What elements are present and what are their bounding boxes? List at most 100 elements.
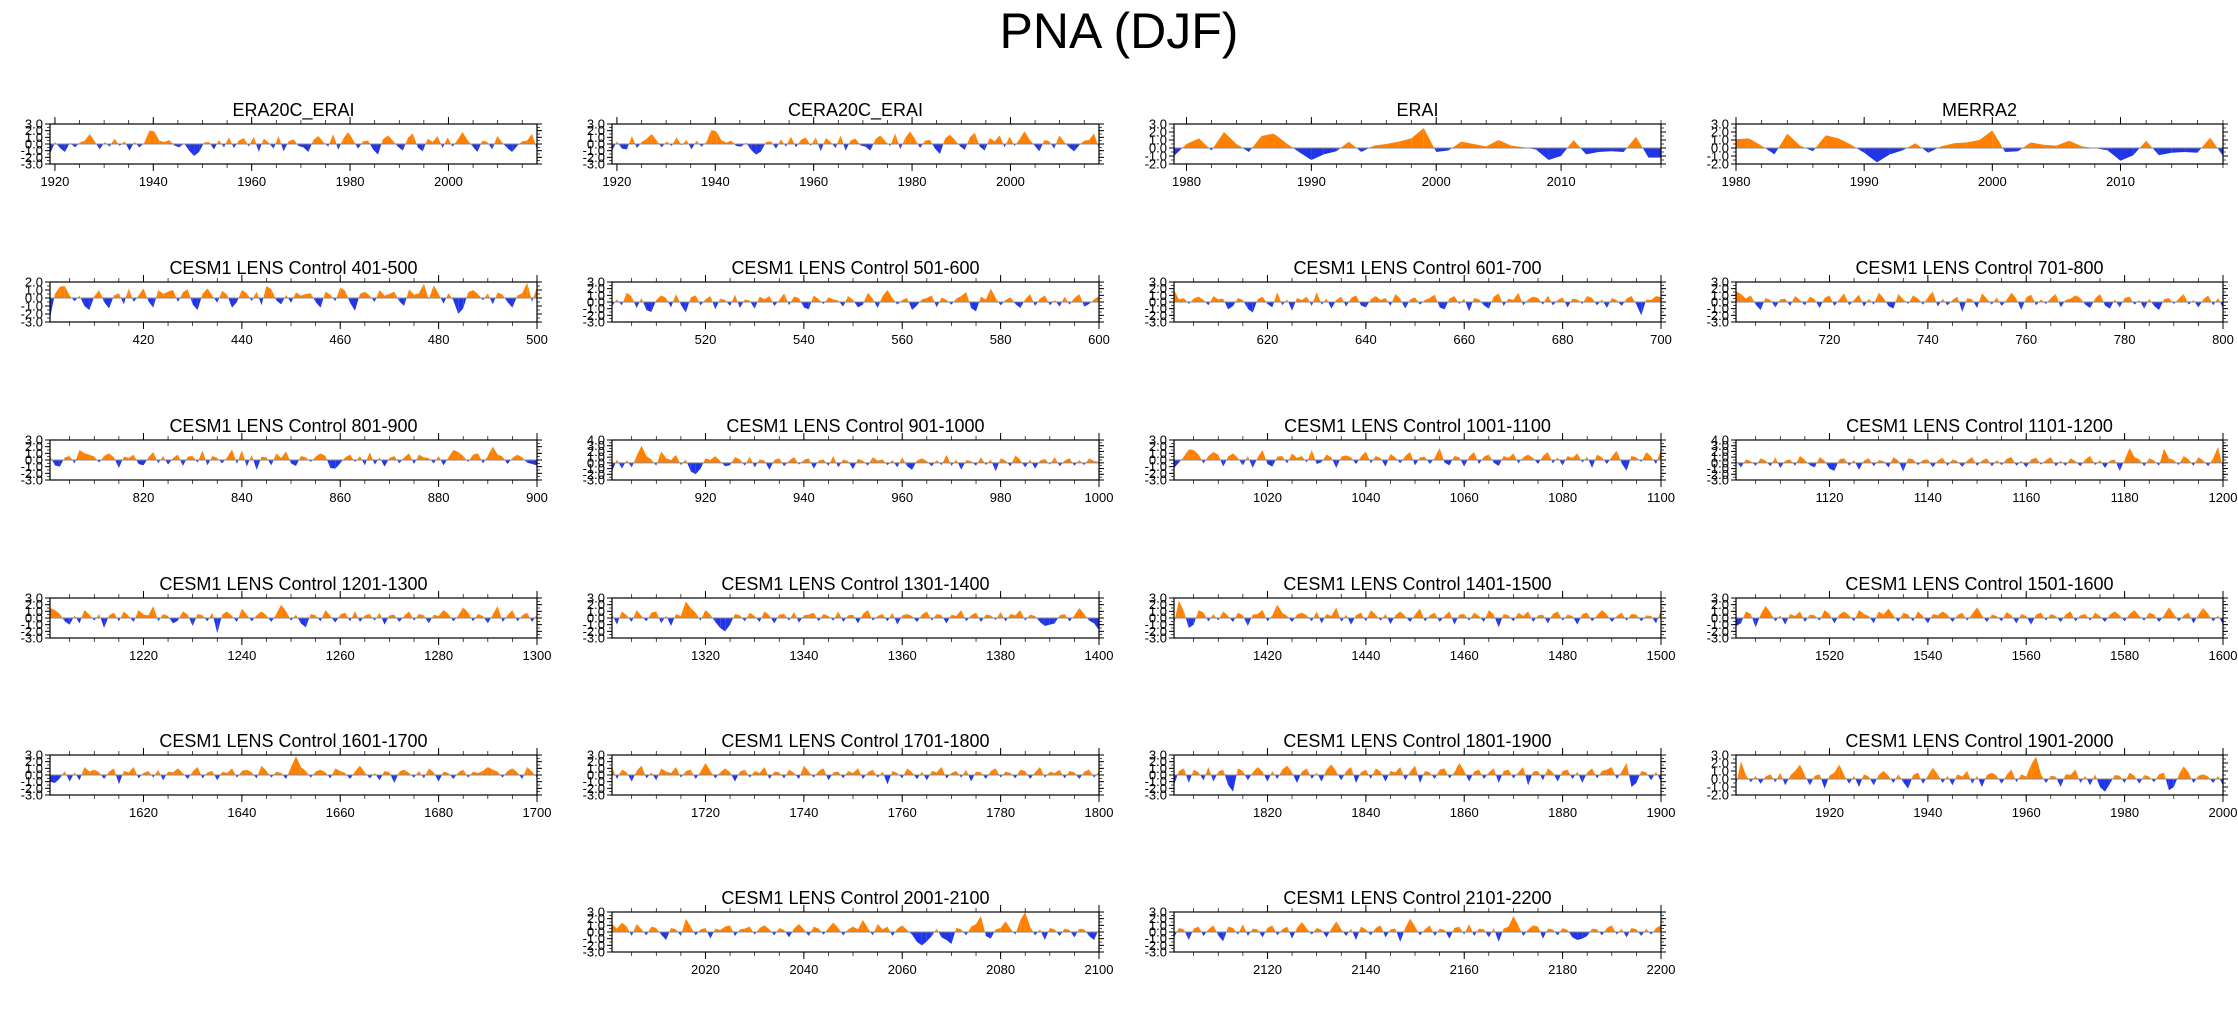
area-segment — [487, 446, 493, 460]
area-segment — [734, 457, 740, 463]
area-segment — [1962, 612, 1966, 618]
area-segment — [616, 459, 619, 463]
area-segment — [1606, 460, 1610, 464]
y-tick-label: -1.0 — [1145, 774, 1167, 789]
area-segment — [457, 132, 463, 144]
chart-panel: CESM1 LENS Control 1001-11003.02.01.00.0… — [1145, 416, 1675, 505]
y-tick-label: -3.0 — [21, 788, 43, 803]
area-segment — [1864, 148, 1877, 163]
area-segment — [1390, 302, 1393, 306]
area-segment — [1408, 771, 1411, 775]
area-segment — [1582, 612, 1588, 618]
area-segment — [682, 771, 686, 775]
area-segment — [976, 771, 981, 775]
area-segment — [1513, 775, 1517, 779]
x-tick-label: 840 — [231, 490, 253, 505]
y-tick-label: 0.0 — [25, 453, 43, 468]
area-segment — [1626, 136, 1637, 148]
area-segment — [1908, 458, 1914, 463]
area-segment — [313, 136, 319, 144]
area-segment — [325, 144, 329, 147]
area-segment — [407, 133, 413, 144]
area-segment — [354, 611, 359, 618]
area-segment — [1601, 457, 1604, 460]
y-tick-label: 3.0 — [1711, 117, 1729, 132]
area-segment — [1947, 462, 1950, 466]
area-segment — [2201, 137, 2211, 148]
area-segment — [1361, 148, 1370, 152]
area-segment — [2065, 462, 2068, 466]
area-segment — [492, 144, 495, 150]
area-segment — [1936, 302, 1938, 307]
area-segment — [1410, 765, 1416, 775]
area-segment — [1419, 775, 1424, 783]
area-segment — [1087, 618, 1090, 621]
area-segment — [2015, 779, 2017, 783]
area-segment — [1521, 302, 1524, 306]
area-segment — [1009, 136, 1014, 144]
area-segment — [453, 298, 459, 314]
area-segment — [261, 298, 264, 306]
area-segment — [919, 614, 922, 618]
area-segment — [833, 771, 839, 775]
area-segment — [148, 771, 152, 775]
x-tick-label: 2010 — [1547, 174, 1576, 189]
area-segment — [204, 618, 208, 622]
area-segment — [2047, 614, 2051, 618]
area-segment — [163, 614, 169, 618]
area-segment — [1326, 454, 1332, 460]
area-segment — [1486, 140, 1499, 148]
area-segment — [1965, 618, 1968, 621]
area-segment — [315, 615, 318, 618]
area-segment — [148, 298, 154, 308]
area-segment — [1000, 775, 1003, 778]
area-segment — [1652, 618, 1657, 624]
area-segment — [1511, 775, 1514, 779]
area-segment — [843, 459, 849, 463]
area-segment — [429, 285, 434, 298]
area-segment — [1094, 133, 1098, 144]
area-segment — [1360, 769, 1366, 775]
area-segment — [138, 775, 142, 779]
area-segment — [769, 615, 772, 618]
area-segment — [1945, 775, 1948, 779]
area-segment — [1454, 618, 1458, 625]
area-segment — [2168, 607, 2174, 618]
area-segment — [118, 618, 121, 622]
area-segment — [404, 298, 407, 306]
area-segment — [2029, 459, 2032, 463]
area-segment — [817, 460, 819, 463]
area-segment — [2144, 302, 2148, 309]
x-tick-label: 1340 — [789, 648, 818, 663]
area-segment — [2090, 456, 2094, 463]
area-segment — [759, 459, 765, 463]
x-tick-label: 2000 — [996, 174, 1025, 189]
area-segment — [1491, 296, 1494, 302]
area-segment — [1790, 614, 1796, 618]
area-segment — [468, 290, 474, 298]
area-segment — [995, 298, 999, 302]
area-segment — [1924, 297, 1928, 302]
area-segment — [739, 459, 743, 463]
area-segment — [1024, 131, 1030, 144]
area-segment — [448, 293, 452, 298]
area-segment — [964, 460, 967, 463]
area-segment — [2036, 756, 2041, 779]
area-segment — [488, 144, 493, 150]
area-segment — [1915, 143, 1922, 148]
area-segment — [979, 144, 985, 151]
y-tick-label: -2.0 — [1145, 466, 1167, 481]
area-segment — [2129, 296, 2133, 302]
area-segment — [289, 460, 292, 464]
area-segment — [1967, 298, 1973, 302]
area-segment — [1059, 769, 1063, 775]
area-segment — [1235, 298, 1238, 302]
area-segment — [872, 457, 878, 463]
area-segment — [1561, 148, 1568, 156]
area-segment — [1388, 454, 1391, 460]
area-segment — [693, 775, 696, 779]
area-segment — [1244, 302, 1248, 309]
area-segment — [1449, 775, 1453, 779]
area-segment — [1775, 779, 1777, 783]
area-segment — [176, 298, 178, 302]
